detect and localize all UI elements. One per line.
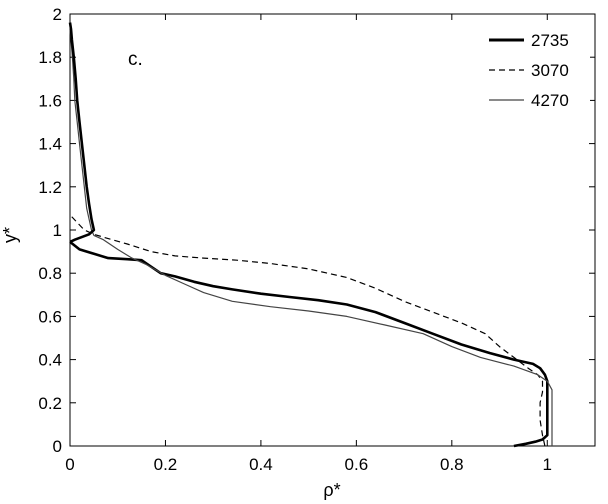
- x-tick-label: 0.4: [249, 455, 273, 474]
- y-tick-label: 0.8: [38, 264, 62, 283]
- series-line-2735: [69, 240, 549, 448]
- series-layer: [68, 22, 553, 448]
- series-line-4270: [69, 29, 553, 446]
- axis-ticks: 0 0.2 0.4 0.6 0.8 1 0 0.2 0.4 0.6 0.8 1 1.2 1.4 1.6 1.8…: [38, 5, 595, 474]
- legend-label-2735: 2735: [531, 31, 569, 50]
- y-tick-label: 0.6: [38, 307, 62, 326]
- y-tick-label: 1.2: [38, 178, 62, 197]
- x-tick-label: 1: [543, 455, 552, 474]
- y-tick-label: 0.2: [38, 394, 62, 413]
- legend-box: [484, 20, 590, 118]
- y-tick-label: 0: [53, 437, 62, 456]
- legend-label-3070: 3070: [531, 61, 569, 80]
- y-axis-label: y*: [0, 227, 20, 243]
- legend-label-4270: 4270: [531, 91, 569, 110]
- y-tick-label: 1.8: [38, 48, 62, 67]
- x-tick-label: 0.2: [154, 455, 178, 474]
- x-axis-label: ρ*: [323, 480, 340, 500]
- y-tick-label: 2: [53, 5, 62, 24]
- series-line-2735-upper: [68, 22, 96, 244]
- y-tick-label: 1: [53, 221, 62, 240]
- y-tick-label: 0.4: [38, 351, 62, 370]
- x-tick-label: 0: [65, 455, 74, 474]
- legend: 2735 3070 4270: [484, 20, 590, 118]
- x-tick-label: 0.6: [345, 455, 369, 474]
- y-tick-label: 1.4: [38, 135, 62, 154]
- panel-label: c.: [128, 49, 143, 70]
- y-tick-label: 1.6: [38, 91, 62, 110]
- series-line-3070: [69, 214, 546, 447]
- x-tick-label: 0.8: [440, 455, 464, 474]
